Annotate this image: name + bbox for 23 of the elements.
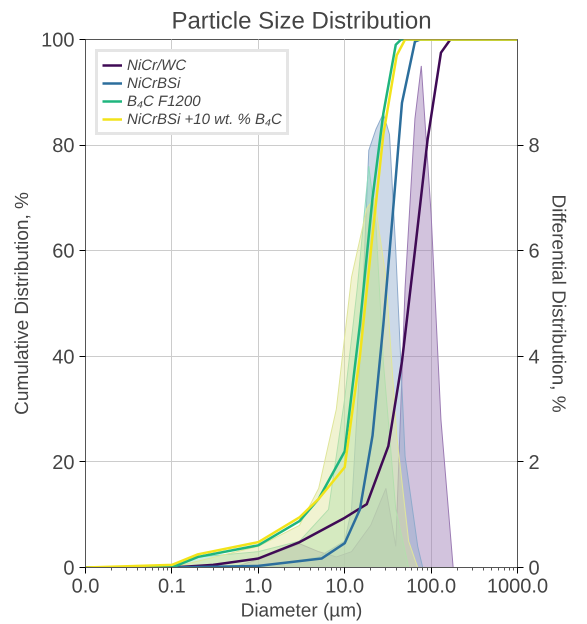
legend-label: NiCr/WC	[127, 56, 186, 74]
y2-axis-title: Differential Distribution, %	[548, 194, 569, 413]
y2-tick-label: 8	[528, 135, 540, 158]
legend-label: B₄C F1200	[127, 92, 201, 110]
y-tick-label: 40	[52, 346, 75, 368]
y2-tick-label: 6	[528, 240, 540, 263]
y2-tick-label: 2	[528, 452, 540, 474]
legend-label: NiCrBSi +10 wt. % B₄C	[127, 110, 282, 128]
y-tick-label: 80	[52, 135, 75, 158]
x-tick-label: 1.0	[244, 576, 272, 598]
y-tick-label: 60	[52, 240, 75, 263]
x-tick-label: 100.0	[406, 576, 456, 598]
chart-title: Particle Size Distribution	[171, 8, 432, 34]
x-axis-title: Diameter (µm)	[240, 600, 362, 622]
y-axis-title: Cumulative Distribution, %	[12, 192, 34, 415]
y2-tick-label: 4	[528, 346, 540, 368]
y-tick-label: 0	[63, 558, 74, 580]
x-tick-label: 10.0	[325, 576, 364, 598]
legend-label: NiCrBSi	[127, 74, 180, 92]
x-tick-label: 0.0	[72, 576, 100, 598]
y-tick-label: 100	[41, 30, 75, 52]
y-tick-label: 20	[52, 452, 75, 474]
x-tick-label: 0.1	[158, 576, 186, 598]
